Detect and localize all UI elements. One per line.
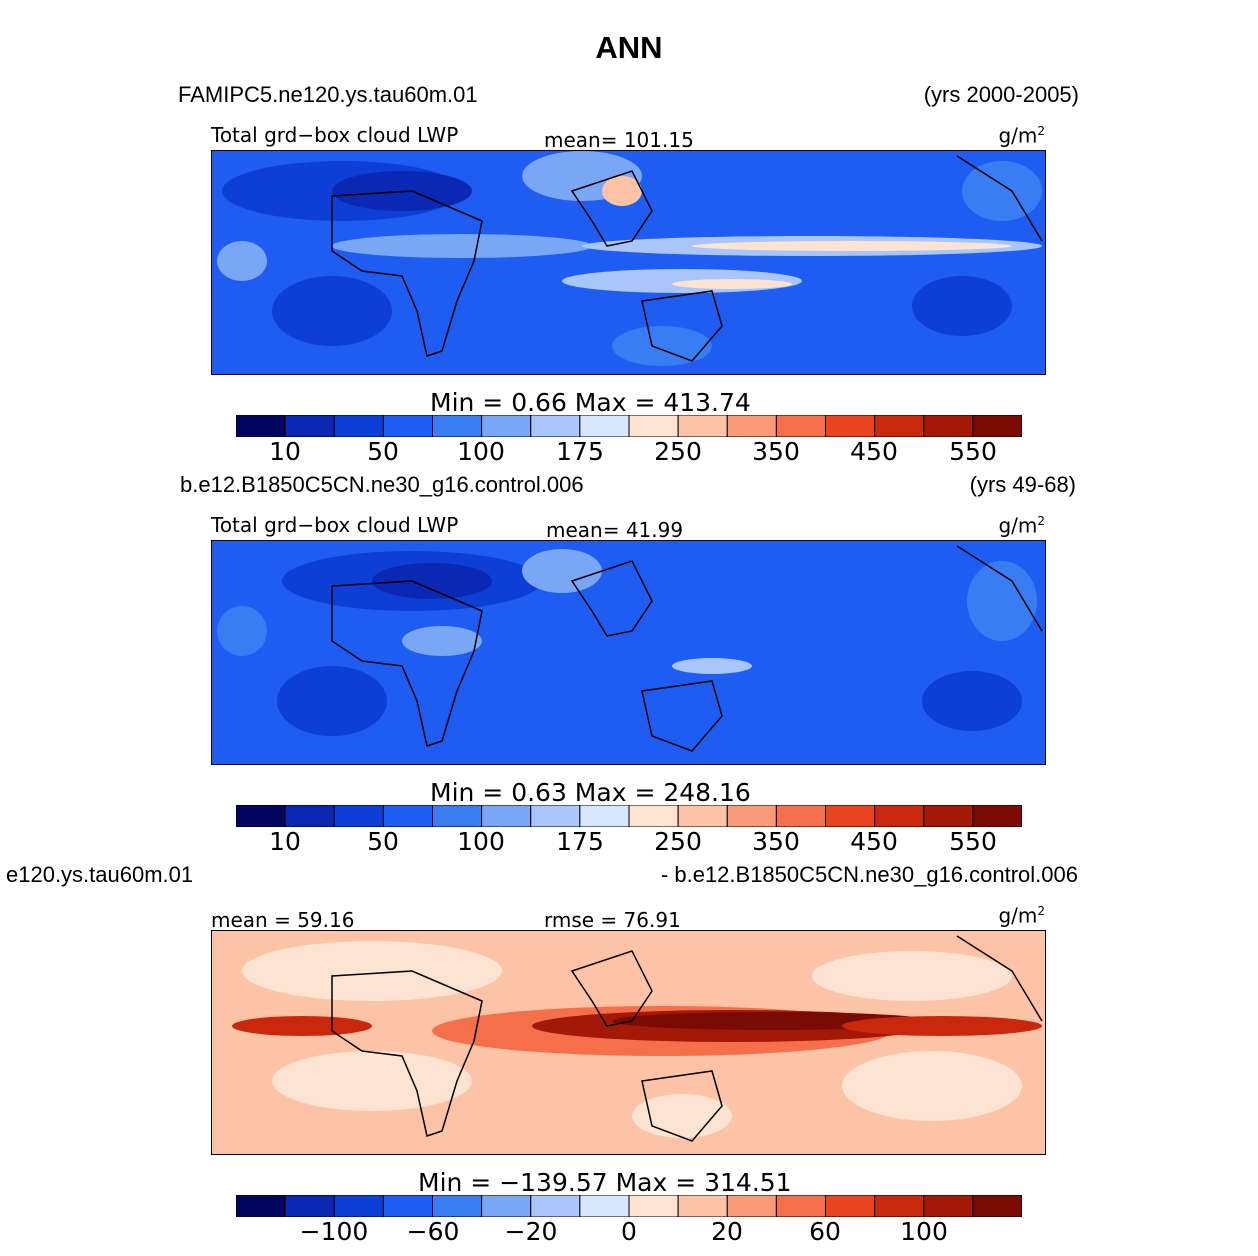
- map-panel-2: [211, 540, 1046, 765]
- colorbar-swatch: [874, 805, 925, 827]
- colorbar-swatch: [236, 805, 286, 827]
- variable-label-2: Total grd−box cloud LWP: [211, 513, 459, 537]
- case-name-1: FAMIPC5.ne120.ys.tau60m.01: [178, 82, 478, 107]
- units-label-1: g/m2: [998, 123, 1045, 148]
- colorbar-swatch: [923, 805, 974, 827]
- colorbar-swatch: [972, 805, 1022, 827]
- mean-label-1: mean= 101.15: [544, 128, 694, 152]
- colorbar-swatch: [825, 1195, 876, 1217]
- tick-label: 60: [809, 1217, 841, 1246]
- colorbar-ticks-3: −100 −60 −20 0 20 60 100: [236, 1217, 1022, 1247]
- colorbar-swatch: [382, 1195, 433, 1217]
- minmax-2: Min = 0.63 Max = 248.16: [430, 778, 751, 807]
- tick-label: 10: [269, 437, 301, 466]
- colorbar-swatch: [333, 805, 384, 827]
- tick-label: −100: [299, 1217, 369, 1246]
- tick-label: 250: [654, 827, 702, 856]
- variable-label-1: Total grd−box cloud LWP: [211, 123, 459, 147]
- years-1: (yrs 2000-2005): [923, 82, 1079, 107]
- colorbar-swatch: [382, 415, 433, 437]
- tick-label: 450: [850, 827, 898, 856]
- colorbar-swatch: [481, 805, 532, 827]
- colorbar-swatch: [726, 415, 777, 437]
- mean-label-3: mean = 59.16: [211, 908, 355, 932]
- minmax-3: Min = −139.57 Max = 314.51: [418, 1168, 792, 1197]
- tick-label: 550: [949, 827, 997, 856]
- colorbar-1: [236, 415, 1022, 437]
- tick-label: 100: [457, 437, 505, 466]
- colorbar-swatch: [530, 805, 581, 827]
- tick-label: 100: [457, 827, 505, 856]
- colorbar-swatch: [382, 805, 433, 827]
- colorbar-swatch: [874, 1195, 925, 1217]
- tick-label: 50: [367, 437, 399, 466]
- tick-label: 175: [556, 827, 604, 856]
- colorbar-swatch: [825, 415, 876, 437]
- map-panel-1: [211, 150, 1046, 375]
- case-diff-3: - b.e12.B1850C5CN.ne30_g16.control.006: [660, 862, 1078, 887]
- colorbar-swatch: [677, 805, 728, 827]
- map-panel-3: [211, 930, 1046, 1155]
- colorbar-swatch: [530, 415, 581, 437]
- colorbar-swatch: [236, 415, 286, 437]
- case-name-2: b.e12.B1850C5CN.ne30_g16.control.006: [180, 472, 584, 497]
- colorbar-swatch: [825, 805, 876, 827]
- colorbar-swatch: [775, 805, 826, 827]
- colorbar-swatch: [284, 415, 335, 437]
- units-label-2: g/m2: [998, 513, 1045, 538]
- tick-label: 250: [654, 437, 702, 466]
- colorbar-swatch: [579, 1195, 630, 1217]
- colorbar-swatch: [236, 1195, 286, 1217]
- rmse-label-3: rmse = 76.91: [544, 908, 681, 932]
- colorbar-swatch: [677, 415, 728, 437]
- tick-label: −60: [406, 1217, 460, 1246]
- colorbar-swatch: [530, 1195, 581, 1217]
- colorbar-swatch: [579, 805, 630, 827]
- colorbar-swatch: [628, 1195, 679, 1217]
- tick-label: −20: [504, 1217, 558, 1246]
- case-name-3: e120.ys.tau60m.01: [6, 862, 194, 887]
- colorbar-swatch: [579, 415, 630, 437]
- colorbar-swatch: [923, 415, 974, 437]
- mean-label-2: mean= 41.99: [546, 518, 684, 542]
- colorbar-swatch: [726, 805, 777, 827]
- colorbar-2: [236, 805, 1022, 827]
- colorbar-swatch: [284, 805, 335, 827]
- colorbar-swatch: [628, 415, 679, 437]
- colorbar-ticks-1: 10 50 100 175 250 350 450 550: [236, 437, 1022, 467]
- colorbar-swatch: [333, 1195, 384, 1217]
- colorbar-swatch: [775, 415, 826, 437]
- tick-label: 350: [752, 437, 800, 466]
- tick-label: 450: [850, 437, 898, 466]
- tick-label: 0: [621, 1217, 637, 1246]
- colorbar-swatch: [628, 805, 679, 827]
- tick-label: 550: [949, 437, 997, 466]
- minmax-1: Min = 0.66 Max = 413.74: [430, 388, 751, 417]
- colorbar-swatch: [432, 1195, 483, 1217]
- colorbar-swatch: [874, 415, 925, 437]
- colorbar-3: [236, 1195, 1022, 1217]
- colorbar-swatch: [972, 415, 1022, 437]
- tick-label: 20: [711, 1217, 743, 1246]
- colorbar-swatch: [284, 1195, 335, 1217]
- colorbar-swatch: [726, 1195, 777, 1217]
- colorbar-swatch: [432, 415, 483, 437]
- tick-label: 350: [752, 827, 800, 856]
- colorbar-swatch: [972, 1195, 1022, 1217]
- plot-title: ANN: [595, 30, 663, 65]
- tick-label: 100: [900, 1217, 948, 1246]
- years-2: (yrs 49-68): [969, 472, 1076, 497]
- colorbar-swatch: [481, 1195, 532, 1217]
- units-label-3: g/m2: [998, 903, 1045, 928]
- colorbar-swatch: [923, 1195, 974, 1217]
- colorbar-ticks-2: 10 50 100 175 250 350 450 550: [236, 827, 1022, 857]
- tick-label: 50: [367, 827, 399, 856]
- tick-label: 10: [269, 827, 301, 856]
- colorbar-swatch: [333, 415, 384, 437]
- colorbar-swatch: [677, 1195, 728, 1217]
- colorbar-swatch: [481, 415, 532, 437]
- colorbar-swatch: [432, 805, 483, 827]
- colorbar-swatch: [775, 1195, 826, 1217]
- tick-label: 175: [556, 437, 604, 466]
